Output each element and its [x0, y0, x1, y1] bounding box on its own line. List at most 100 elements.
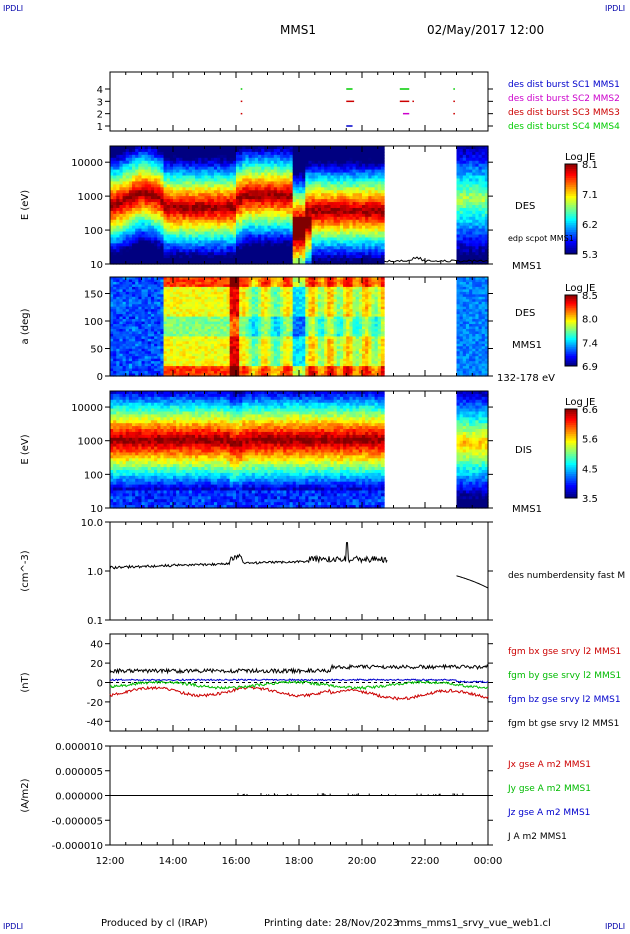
spectrogram-cell — [147, 228, 152, 233]
spectrogram-cell — [188, 225, 193, 230]
spectrogram-cell — [191, 157, 196, 162]
spectrogram-cell — [157, 154, 161, 159]
spectrogram-cell — [220, 210, 224, 215]
spectrogram-cell — [179, 178, 184, 182]
spectrogram-cell — [135, 255, 139, 259]
spectrogram-cell — [141, 184, 146, 188]
spectrogram-cell — [163, 216, 168, 221]
spectrogram-cell — [147, 202, 152, 206]
spectrogram-cell — [176, 258, 180, 262]
spectrogram-cell — [207, 240, 212, 244]
spectrogram-cell — [138, 234, 143, 239]
spectrogram-cell — [217, 169, 221, 174]
spectrogram-cell — [179, 234, 184, 239]
spectrogram-cell — [163, 234, 168, 239]
spectrogram-cell — [217, 228, 221, 233]
spectrogram-cell — [173, 207, 177, 212]
spectrogram-cell — [185, 154, 190, 159]
spectrogram-cell — [169, 252, 174, 256]
spectrogram-cell — [220, 261, 224, 265]
spectrogram-cell — [207, 193, 212, 197]
spectrogram-cell — [135, 178, 139, 182]
date-title: 02/May/2017 12:00 — [427, 23, 545, 37]
spectrogram-cell — [223, 178, 228, 182]
spectrogram-cell — [176, 187, 180, 191]
spectrogram-cell — [113, 246, 117, 250]
spectrogram-cell — [132, 219, 136, 224]
spectrogram-cell — [207, 154, 212, 159]
spectrogram-cell — [213, 228, 218, 233]
spectrogram-cell — [113, 196, 117, 200]
spectrogram-cell — [110, 249, 114, 253]
spectrogram-cell — [226, 216, 231, 221]
spectrogram-cell — [113, 243, 117, 247]
spectrogram-cell — [204, 216, 209, 221]
spectrogram-cell — [191, 181, 196, 185]
spectrogram-cell — [220, 175, 224, 180]
spectrogram-cell — [110, 225, 114, 230]
spectrogram-cell — [157, 252, 161, 256]
spectrogram-cell — [169, 160, 174, 165]
spectrogram-cell — [179, 157, 184, 162]
spectrogram-cell — [163, 151, 168, 156]
spectrogram-cell — [128, 196, 133, 200]
spectrogram-cell — [223, 255, 228, 259]
spectrogram-cell — [150, 175, 155, 180]
spectrogram-cell — [132, 240, 136, 244]
spectrogram-cell — [220, 258, 224, 262]
spectrogram-cell — [207, 234, 212, 239]
spectrogram-cell — [173, 193, 177, 197]
spectrogram-cell — [195, 178, 199, 182]
spectrogram-cell — [154, 237, 158, 241]
spectrogram-cell — [176, 243, 180, 247]
spectrogram-cell — [223, 231, 228, 236]
spectrogram-cell — [157, 243, 161, 247]
spectrogram-cell — [154, 228, 158, 233]
spectrogram-cell — [169, 213, 174, 218]
spectrogram-cell — [116, 228, 121, 233]
spectrogram-cell — [210, 184, 215, 188]
spectrogram-cell — [198, 160, 202, 165]
spectrogram-cell — [138, 151, 143, 156]
spectrogram-cell — [182, 146, 187, 150]
spectrogram-cell — [207, 237, 212, 241]
spectrogram-cell — [182, 193, 187, 197]
spectrogram-cell — [226, 202, 231, 206]
spectrogram-cell — [135, 190, 139, 194]
spectrogram-cell — [163, 190, 168, 194]
spectrogram-cell — [125, 261, 130, 265]
spectrogram-cell — [116, 225, 121, 230]
spectrogram-cell — [191, 190, 196, 194]
spectrogram-cell — [236, 202, 240, 206]
spectrogram-cell — [132, 207, 136, 212]
spectrogram-cell — [150, 172, 155, 177]
spectrogram-cell — [135, 184, 139, 188]
spectrogram-cell — [229, 231, 234, 236]
spectrogram-cell — [207, 261, 212, 265]
spectrogram-cell — [207, 169, 212, 174]
spectrogram-cell — [113, 157, 117, 162]
panel-frame-burst — [109, 71, 489, 132]
spectrogram-cell — [169, 172, 174, 177]
spectrogram-cell — [236, 178, 240, 182]
spectrogram-cell — [144, 181, 149, 185]
spectrogram-cell — [160, 181, 165, 185]
spectrogram-cell — [173, 163, 177, 168]
spectrogram-cell — [185, 193, 190, 197]
spectrogram-cell — [176, 207, 180, 212]
spectrogram-cell — [188, 207, 193, 212]
footer-filename: mms_mms1_srvy_vue_web1.cl — [397, 918, 551, 929]
spectrogram-cell — [122, 193, 127, 197]
spectrogram-cell — [163, 154, 168, 159]
spectrogram-cell — [169, 228, 174, 233]
spectrogram-cell — [213, 193, 218, 197]
spectrogram-cell — [226, 151, 231, 156]
spectrogram-cell — [119, 190, 124, 194]
spectrogram-cell — [160, 258, 165, 262]
spectrogram-cell — [141, 234, 146, 239]
spectrogram-cell — [236, 210, 240, 215]
spectrogram-cell — [173, 178, 177, 182]
spectrogram-cell — [176, 184, 180, 188]
spectrogram-cell — [150, 169, 155, 174]
spectrogram-cell — [160, 187, 165, 191]
